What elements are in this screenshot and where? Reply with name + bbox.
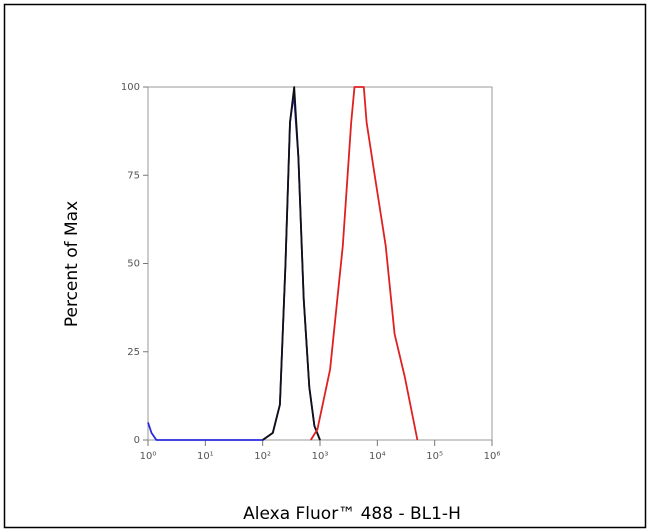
x-tick-label: 10¹ bbox=[197, 451, 214, 462]
y-tick-label: 50 bbox=[127, 259, 140, 270]
plot-frame bbox=[147, 86, 493, 441]
histogram-line bbox=[310, 86, 419, 441]
y-tick-label: 25 bbox=[127, 347, 140, 358]
x-tick-label: 10⁶ bbox=[484, 451, 501, 462]
y-axis-label: Percent of Max bbox=[62, 201, 82, 327]
x-tick-label: 10³ bbox=[312, 451, 329, 462]
histogram-line bbox=[147, 93, 321, 441]
x-tick-label: 10⁰ bbox=[140, 451, 157, 462]
x-axis-label: Alexa Fluor™ 488 - BL1-H bbox=[243, 504, 461, 524]
y-tick-label: 0 bbox=[134, 435, 140, 446]
x-tick-label: 10² bbox=[254, 451, 271, 462]
histogram-line bbox=[262, 86, 321, 441]
outer-frame bbox=[3, 3, 647, 529]
y-tick-label: 75 bbox=[127, 170, 140, 181]
x-tick-label: 10⁴ bbox=[369, 451, 386, 462]
y-tick-label: 100 bbox=[121, 82, 140, 93]
x-tick-label: 10⁵ bbox=[426, 451, 443, 462]
